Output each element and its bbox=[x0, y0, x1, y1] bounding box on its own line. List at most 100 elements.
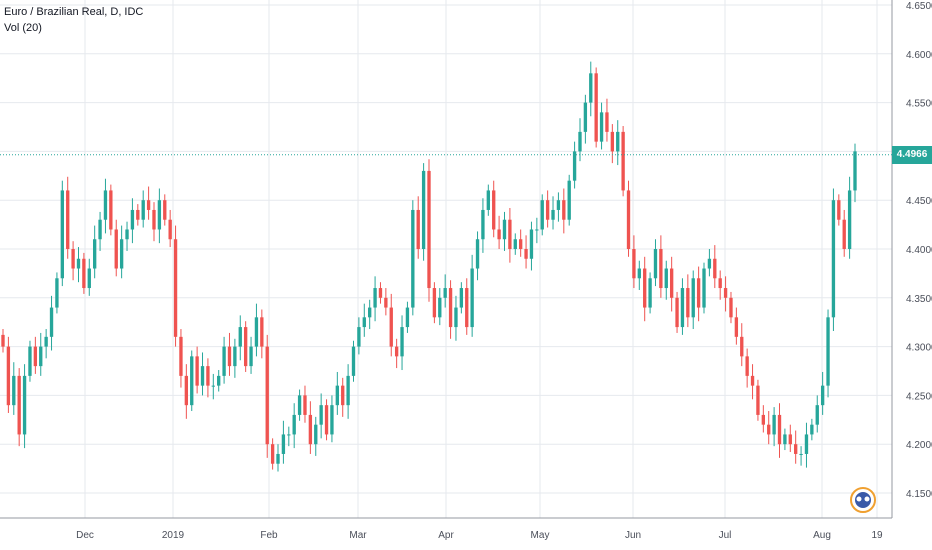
candle-body bbox=[513, 239, 517, 249]
candle-body bbox=[168, 219, 172, 240]
x-tick-label: Jun bbox=[625, 530, 641, 541]
candle-body bbox=[346, 375, 350, 406]
candle-body bbox=[6, 346, 11, 406]
y-tick-label: 4.6000 bbox=[906, 50, 932, 61]
y-tick-label: 4.4500 bbox=[906, 196, 932, 207]
candle-body bbox=[109, 190, 113, 230]
candle-body bbox=[233, 346, 237, 367]
candle-body bbox=[287, 434, 291, 436]
candle-body bbox=[643, 268, 647, 308]
candle-body bbox=[384, 297, 388, 308]
candle-body bbox=[562, 200, 566, 220]
candle-body bbox=[664, 268, 668, 289]
candle-body bbox=[713, 258, 717, 279]
candle-body bbox=[114, 229, 118, 269]
candle-body bbox=[335, 385, 340, 406]
y-tick-label: 4.4000 bbox=[906, 245, 932, 256]
candle-body bbox=[799, 453, 803, 455]
candle-body bbox=[373, 288, 377, 308]
candle-body bbox=[686, 288, 690, 318]
candle-body bbox=[783, 434, 787, 445]
candle-body bbox=[28, 346, 32, 376]
candle-body bbox=[675, 297, 679, 328]
candle-body bbox=[394, 346, 399, 357]
candle-body bbox=[421, 170, 426, 249]
candle-body bbox=[448, 288, 453, 328]
candle-body bbox=[669, 268, 674, 298]
candle-body bbox=[314, 424, 318, 445]
candle-body bbox=[545, 200, 550, 220]
candle-body bbox=[217, 375, 221, 386]
candle-body bbox=[276, 453, 280, 464]
candle-body bbox=[459, 288, 464, 308]
candle-body bbox=[583, 102, 588, 132]
candle-body bbox=[33, 346, 38, 367]
y-tick-label: 4.2500 bbox=[906, 391, 932, 402]
candle-body bbox=[222, 346, 226, 376]
candle-body bbox=[826, 317, 830, 386]
candle-body bbox=[227, 346, 232, 367]
candle-body bbox=[718, 278, 722, 289]
candle-body bbox=[66, 190, 70, 249]
candle-body bbox=[1, 334, 5, 347]
x-tick-label: Aug bbox=[813, 530, 831, 541]
candle-body bbox=[443, 288, 447, 298]
candle-body bbox=[621, 131, 625, 191]
candle-body bbox=[190, 356, 194, 406]
tradingview-logo-icon bbox=[850, 487, 876, 513]
volume-indicator-legend[interactable]: Vol (20) bbox=[4, 22, 42, 34]
candle-body bbox=[702, 268, 706, 308]
last-price-label: 4.4966 bbox=[892, 145, 932, 164]
candle-body bbox=[626, 190, 631, 249]
candle-body bbox=[486, 190, 490, 210]
candle-body bbox=[270, 444, 275, 464]
candle-body bbox=[141, 200, 145, 220]
candle-body bbox=[249, 346, 253, 367]
candle-body bbox=[761, 414, 766, 425]
candle-body bbox=[82, 258, 86, 289]
candle-body bbox=[475, 239, 480, 269]
candle-body bbox=[637, 268, 641, 279]
candle-body bbox=[492, 190, 496, 230]
candle-body bbox=[632, 249, 636, 279]
candle-body bbox=[378, 288, 383, 298]
candle-body bbox=[524, 249, 528, 259]
candle-body bbox=[179, 336, 183, 376]
candle-body bbox=[55, 278, 59, 308]
candle-body bbox=[368, 307, 372, 318]
candle-body bbox=[49, 307, 54, 337]
candle-body bbox=[723, 288, 728, 298]
candle-body bbox=[815, 405, 819, 425]
symbol-legend[interactable]: Euro / Brazilian Real, D, IDC bbox=[4, 6, 144, 18]
candle-body bbox=[788, 434, 792, 445]
candle-body bbox=[195, 356, 199, 386]
candle-body bbox=[254, 317, 259, 347]
candle-body bbox=[265, 346, 269, 445]
candle-body bbox=[157, 200, 162, 230]
candle-body bbox=[125, 229, 129, 240]
candle-body bbox=[481, 209, 485, 240]
candle-body bbox=[653, 249, 658, 279]
candle-body bbox=[740, 336, 744, 357]
candle-body bbox=[529, 229, 534, 259]
candle-body bbox=[211, 385, 215, 387]
candle-body bbox=[243, 327, 248, 367]
candle-body bbox=[777, 414, 782, 445]
candle-body bbox=[200, 366, 205, 386]
candle-body bbox=[432, 288, 437, 318]
candle-body bbox=[648, 278, 652, 308]
candle-body bbox=[567, 180, 571, 220]
candle-body bbox=[454, 307, 458, 328]
candle-body bbox=[22, 375, 27, 435]
candle-body bbox=[745, 356, 749, 376]
candle-body bbox=[847, 190, 852, 249]
candle-body bbox=[556, 200, 561, 210]
candle-body bbox=[130, 209, 135, 230]
candle-body bbox=[756, 385, 760, 415]
candle-body bbox=[820, 385, 825, 406]
candle-body bbox=[589, 73, 593, 103]
candle-body bbox=[319, 405, 323, 425]
candle-body bbox=[238, 327, 242, 347]
x-tick-label: May bbox=[531, 530, 550, 541]
